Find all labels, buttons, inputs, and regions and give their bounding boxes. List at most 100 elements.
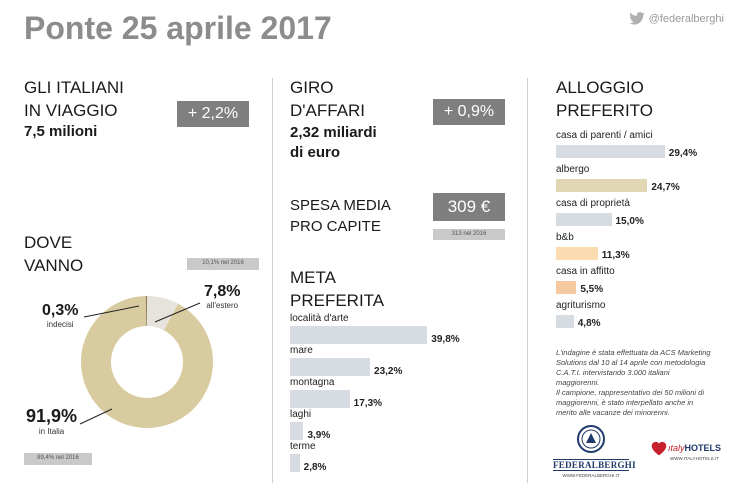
federalberghi-url: WWW.FEDERALBERGHI.IT — [562, 473, 620, 478]
survey-note: L'indagine è stata effettuata da ACS Mar… — [556, 348, 746, 418]
pie-label-estero-value: 7,8% — [204, 283, 241, 300]
bar-value: 39,8% — [431, 334, 460, 345]
italyhotels-suffix: HOTELS — [684, 443, 722, 453]
meta-heading: META PREFERITA — [290, 266, 384, 312]
note-line4: maggiorenni. — [556, 378, 600, 387]
note-line2: Solutions dal 10 al 14 aprile con metodo… — [556, 358, 706, 367]
bar-label: casa di parenti / amici — [556, 130, 653, 141]
federalberghi-emblem-icon — [577, 425, 605, 453]
dove-heading-line1: DOVE — [24, 233, 73, 252]
note-line5: Il campione, rappresentativo dei 50 mili… — [556, 388, 704, 397]
alloggio-bar-chart: casa di parenti / amici 29,4% albergo 24,7%… — [556, 130, 746, 340]
bar — [290, 454, 300, 472]
giro-heading: GIRO D'AFFARI — [290, 76, 365, 122]
pie-hole — [111, 326, 183, 398]
pie-chart — [79, 296, 213, 429]
divider-left — [272, 78, 273, 483]
giro-change-badge: + 0,9% — [433, 99, 505, 125]
note-line3: C.A.T.I. intervistando 3.000 italiani — [556, 368, 670, 377]
italyhotels-prefix: ıtaly — [668, 443, 685, 453]
federalberghi-logo[interactable]: FEDERALBERGHI WWW.FEDERALBERGHI.IT — [553, 424, 636, 478]
italyhotels-url: WWW.ITALYHOTELS.IT — [670, 456, 719, 461]
italiani-heading: GLI ITALIANI IN VIAGGIO — [24, 76, 124, 122]
twitter-icon — [628, 12, 645, 25]
bar — [556, 213, 612, 226]
page-title: Ponte 25 aprile 2017 — [24, 10, 332, 46]
alloggio-heading-line2: PREFERITO — [556, 101, 653, 120]
alloggio-heading-line1: ALLOGGIO — [556, 78, 644, 97]
spesa-value-badge: 309 € — [433, 193, 505, 221]
pie-label-indecisi-value: 0,3% — [42, 302, 79, 319]
bar-value: 23,2% — [374, 366, 403, 377]
pie-label-italia-value: 91,9% — [26, 406, 78, 426]
italiani-heading-line1: GLI ITALIANI — [24, 78, 124, 97]
heart-icon — [651, 441, 667, 456]
bar-label: montagna — [290, 377, 335, 388]
bar-label: mare — [290, 345, 313, 356]
bar-label: terme — [290, 441, 316, 452]
italia-prev-badge: 89,4% nel 2016 — [24, 453, 92, 465]
bar-label: casa di proprietà — [556, 198, 630, 209]
meta-heading-line1: META — [290, 268, 336, 287]
giro-value-line2: di euro — [290, 144, 341, 161]
pie-label-estero-text: all'estero — [206, 301, 239, 310]
spesa-heading-line2: PRO CAPITE — [290, 218, 381, 235]
pie-label-italia: 91,9% in Italia — [26, 406, 77, 436]
pie-label-indecisi-text: indecisi — [46, 320, 74, 329]
bar-label: agriturismo — [556, 300, 606, 311]
note-line6: maggiorenni, è stato interpellato anche … — [556, 398, 694, 407]
italyhotels-logo[interactable]: ıtaly HOTELS WWW.ITALYHOTELS.IT — [650, 440, 730, 461]
bar — [290, 422, 304, 440]
dove-heading: DOVE VANNO — [24, 231, 83, 277]
bar — [556, 179, 648, 192]
federalberghi-name: FEDERALBERGHI — [553, 459, 636, 471]
spesa-previous: 313 nel 2016 — [433, 229, 505, 240]
bar-label: albergo — [556, 164, 590, 175]
bar-value: 17,3% — [353, 398, 383, 409]
bar-value: 24,7% — [651, 182, 680, 193]
alloggio-heading: ALLOGGIO PREFERITO — [556, 76, 653, 122]
pie-leader-estero — [154, 302, 201, 323]
bar-value: 4,8% — [577, 318, 601, 329]
bar — [556, 281, 577, 294]
spesa-heading: SPESA MEDIA PRO CAPITE — [290, 195, 391, 237]
giro-value: 2,32 miliardi di euro — [290, 123, 377, 163]
giro-heading-line1: GIRO — [290, 78, 334, 97]
bar — [556, 247, 598, 260]
italiani-change-badge: + 2,2% — [177, 101, 249, 127]
bar-value: 2,8% — [303, 462, 327, 473]
bar — [556, 145, 665, 158]
note-line1: L'indagine è stata effettuata da ACS Mar… — [556, 348, 711, 357]
pie-leader-indecisi — [83, 305, 140, 318]
pie-label-italia-text: in Italia — [38, 427, 65, 436]
bar-label: b&b — [556, 232, 574, 243]
bar — [290, 326, 428, 344]
bar-label: località d'arte — [290, 313, 349, 324]
spesa-heading-line1: SPESA MEDIA — [290, 197, 391, 214]
pie-label-indecisi: 0,3% indecisi — [42, 302, 78, 329]
bar-value: 29,4% — [668, 148, 698, 159]
bar-value: 5,5% — [580, 284, 604, 295]
giro-value-line1: 2,32 miliardi — [290, 124, 377, 141]
divider-right — [527, 78, 528, 483]
estero-prev-badge: 10,1% nel 2016 — [187, 258, 259, 270]
note-line7: merito alle vacanze dei minorenni. — [556, 408, 670, 417]
italiani-heading-line2: IN VIAGGIO — [24, 101, 118, 120]
bar-value: 11,3% — [601, 250, 630, 261]
bar-value: 3,9% — [307, 430, 331, 441]
italyhotels-mark: ıtaly HOTELS — [650, 440, 730, 456]
bar-label: laghi — [290, 409, 312, 420]
pie-leader-italia — [79, 408, 113, 425]
giro-heading-line2: D'AFFARI — [290, 101, 366, 120]
meta-bar-chart: località d'arte 39,8% mare 23,2% montagna 17,… — [290, 313, 520, 478]
dove-heading-line2: VANNO — [24, 256, 84, 275]
pie-label-estero: 7,8% all'estero — [204, 283, 240, 310]
bar — [290, 358, 371, 376]
bar — [290, 390, 350, 408]
meta-heading-line2: PREFERITA — [290, 291, 385, 310]
bar — [556, 315, 574, 328]
bar-value: 15,0% — [615, 216, 644, 227]
twitter-handle-text: @federalberghi — [648, 12, 724, 25]
bar-label: casa in affitto — [556, 266, 615, 277]
twitter-handle[interactable]: @federalberghi — [628, 12, 724, 25]
